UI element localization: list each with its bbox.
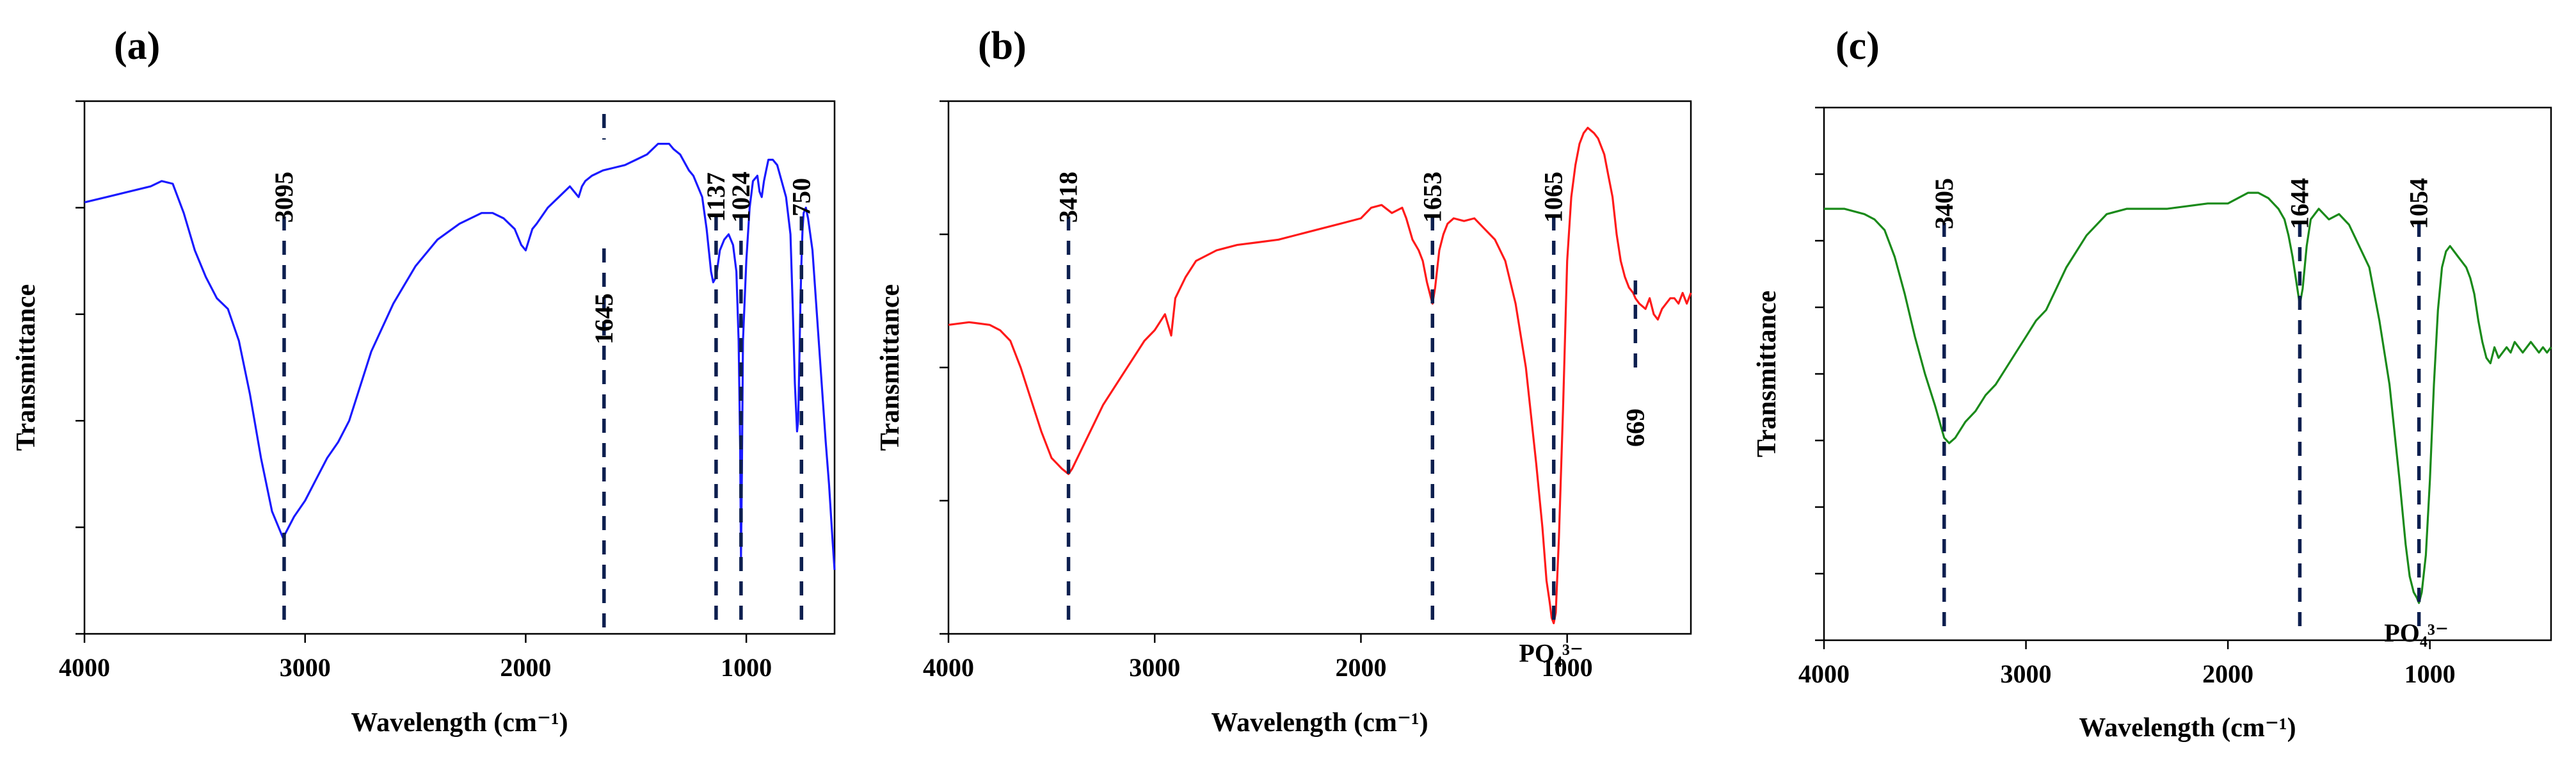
- panel-c-peak-label-1054: 1054: [2404, 178, 2433, 229]
- panel-a-peak-label-1645: 1645: [589, 293, 618, 344]
- panel-a-xtick-label-1: 3000: [280, 653, 331, 682]
- panel-a-xlabel: Wavelength (cm⁻¹): [351, 708, 568, 738]
- panel-b-spectrum-line: [948, 127, 1692, 624]
- panel-b-peak-label-3418: 3418: [1054, 172, 1083, 223]
- panel-b: (b) 4000 3000 2000 1000 3418 1653 1065 669 PO₄³⁻…: [876, 24, 1692, 738]
- panel-c-peak-label-3405: 3405: [1930, 178, 1958, 229]
- panel-c-xtick-label-3: 1000: [2404, 659, 2456, 688]
- panel-a-xtick-label-2: 2000: [500, 653, 551, 682]
- panel-c-ion-label: PO₄³⁻: [2384, 618, 2449, 647]
- panel-a-ylabel: Transmittance: [12, 284, 41, 451]
- panel-b-peak-label-1065: 1065: [1539, 172, 1568, 223]
- panel-a-peak-label-1024: 1024: [726, 172, 755, 223]
- panel-c-xtick-label-2: 2000: [2202, 659, 2253, 688]
- panel-a-peak-label-3095: 3095: [269, 172, 298, 223]
- panel-b-xtick-label-0: 4000: [923, 653, 974, 682]
- panel-b-xlabel: Wavelength (cm⁻¹): [1211, 708, 1428, 738]
- panel-b-marks: 4000 3000 2000 1000 3418 1653 1065 669 PO₄³⁻: [923, 100, 1692, 682]
- panel-c-xtick-label-1: 3000: [2001, 659, 2052, 688]
- panel-a-label: (a): [114, 24, 160, 68]
- panel-b-xtick-label-3: 1000: [1542, 653, 1593, 682]
- panel-c-peak-label-1644: 1644: [2285, 178, 2314, 229]
- panel-a-spectrum-line: [84, 143, 836, 570]
- panel-a-plot-area: [83, 100, 836, 635]
- panel-a-xtick-label-3: 1000: [721, 653, 772, 682]
- panel-b-ylabel: Transmittance: [876, 284, 905, 451]
- panel-b-xtick-label-2: 2000: [1335, 653, 1386, 682]
- panel-c-ylabel: Transmittance: [1752, 291, 1782, 458]
- panel-c-marks: 4000 3000 2000 1000 3405 1644 1054 PO₄³⁻: [1798, 106, 2552, 688]
- panel-a-peak-label-750: 750: [787, 178, 815, 216]
- panel-b-peak-label-1653: 1653: [1418, 172, 1446, 223]
- panel-c: (c) 4000 3000 2000 1000 3405 1644 1054 PO₄³⁻ Wa…: [1752, 24, 2552, 743]
- panel-b-ion-label: PO₄³⁻: [1519, 638, 1583, 667]
- panel-b-xtick-label-1: 3000: [1129, 653, 1180, 682]
- panel-b-label: (b): [978, 24, 1027, 68]
- panel-c-xlabel: Wavelength (cm⁻¹): [2079, 713, 2296, 743]
- panel-a-xtick-label-0: 4000: [59, 653, 110, 682]
- panel-b-peak-label-669: 669: [1620, 408, 1649, 447]
- panel-c-spectrum-line: [1824, 191, 2552, 604]
- panel-c-xtick-label-0: 4000: [1798, 659, 1850, 688]
- panel-a-peak-label-1137: 1137: [701, 172, 730, 222]
- panel-c-label: (c): [1836, 24, 1880, 68]
